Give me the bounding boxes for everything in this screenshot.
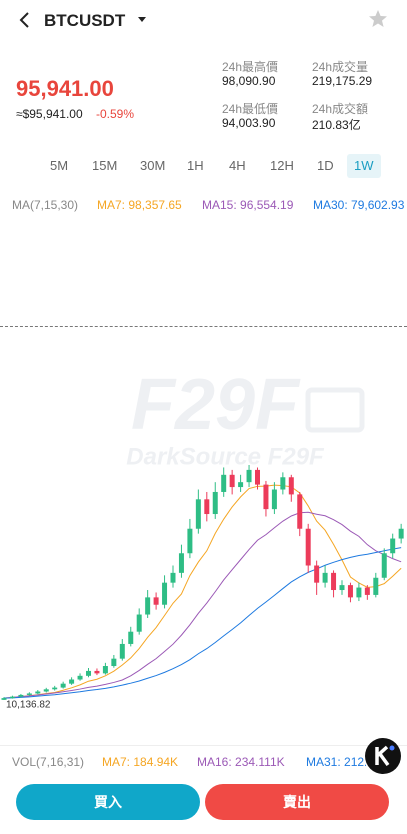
candle-body	[111, 658, 117, 667]
candle-body	[1, 698, 7, 700]
candle-body	[373, 577, 379, 595]
stat-value: 98,090.90	[222, 74, 276, 88]
stat-value: 219,175.29	[312, 74, 373, 88]
stat-value: 210.83亿	[312, 118, 361, 132]
stat-label: 24h最高價	[222, 60, 279, 74]
candle-body	[204, 499, 210, 515]
ma-line	[3, 484, 402, 699]
dropdown-icon[interactable]	[137, 15, 147, 25]
ma-line	[3, 511, 402, 699]
vol-legend-item: MA16: 234.111K	[197, 755, 285, 769]
timeframe-tab[interactable]: 1W	[347, 154, 381, 178]
timeframe-tab[interactable]: 4H	[229, 158, 246, 173]
low-label: 10,136.82	[6, 700, 51, 711]
timeframe-tab[interactable]: 1D	[317, 158, 334, 173]
symbol[interactable]: BTCUSDT	[44, 11, 126, 30]
candle-body	[356, 587, 362, 598]
sell-button[interactable]: 賣出	[205, 784, 389, 820]
candle-body	[94, 670, 100, 674]
candle-body	[119, 643, 125, 659]
candle-body	[60, 683, 66, 688]
assistant-button[interactable]	[364, 737, 402, 775]
vol-legend-item: MA7: 184.94K	[102, 755, 179, 769]
last-price: 95,941.00	[16, 76, 114, 101]
candle-body	[221, 474, 227, 492]
timeframe-tab[interactable]: 1H	[187, 158, 204, 173]
divider	[0, 326, 407, 327]
candle-body	[246, 469, 252, 483]
vol-legend-item: MA31: 212.65K	[306, 755, 366, 769]
candle-body	[18, 694, 24, 697]
candle-body	[314, 565, 320, 583]
candle-body	[297, 494, 303, 529]
ma-legend-item: MA30: 79,602.93	[313, 198, 405, 212]
candle-body	[331, 572, 337, 591]
stat-label: 24h最低價	[222, 102, 279, 116]
candle-body	[136, 614, 142, 632]
watermark-logo: F29F	[131, 365, 301, 445]
candle-body	[255, 469, 260, 485]
stat-label: 24h成交量	[312, 60, 369, 74]
candle-body	[195, 499, 201, 529]
candle-body	[69, 679, 75, 684]
candle-body	[238, 482, 244, 488]
ma-legend-label: MA(7,15,30)	[12, 198, 79, 212]
candle-body	[86, 670, 91, 676]
candle-body	[178, 553, 184, 573]
ma-line	[3, 547, 402, 699]
ma-legend-item: MA15: 96,554.19	[202, 198, 294, 212]
candle-body	[145, 597, 151, 615]
candle-body	[271, 489, 277, 510]
favorite-star[interactable]	[368, 9, 388, 29]
candle-body	[288, 477, 294, 495]
candle-body	[128, 631, 134, 644]
candle-body	[263, 484, 269, 510]
candle-body	[170, 572, 176, 583]
candle-body	[52, 687, 58, 690]
vol-legend-label: VOL(7,16,31)	[12, 755, 85, 769]
separator	[0, 745, 407, 746]
candle-body	[339, 585, 345, 591]
candle-body	[212, 491, 218, 515]
timeframe-tab[interactable]: 30M	[140, 158, 166, 173]
candle-body	[322, 572, 328, 583]
stat-value: 94,003.90	[222, 116, 276, 130]
candle-body	[347, 585, 353, 598]
candle-body	[187, 528, 193, 554]
timeframe-tab[interactable]: 15M	[92, 158, 118, 173]
candle-body	[26, 693, 32, 695]
candle-body	[153, 597, 159, 605]
candle-body	[9, 696, 15, 699]
candle-body	[398, 528, 404, 539]
candle-body	[364, 587, 370, 595]
candle-body	[381, 553, 387, 578]
price-change: -0.59%	[96, 107, 135, 121]
timeframe-tab[interactable]: 5M	[50, 158, 69, 173]
watermark-icon	[305, 387, 365, 433]
candle-body	[43, 689, 49, 692]
back-button[interactable]	[16, 10, 34, 30]
candle-body	[229, 474, 235, 488]
timeframe-tab[interactable]: 12H	[270, 158, 294, 173]
approx-price: ≈$95,941.00	[16, 107, 83, 121]
buy-button[interactable]: 買入	[16, 784, 200, 820]
candle-body	[280, 477, 286, 490]
candle-body	[102, 666, 108, 674]
candle-body	[390, 538, 396, 554]
stat-label: 24h成交額	[312, 102, 369, 116]
watermark-text: DarkSource F29F	[126, 443, 325, 470]
candle-body	[35, 691, 41, 694]
candle-body	[162, 582, 168, 605]
candle-body	[77, 675, 83, 680]
ma-legend-item: MA7: 98,357.65	[97, 198, 182, 212]
candle-body	[305, 528, 311, 566]
